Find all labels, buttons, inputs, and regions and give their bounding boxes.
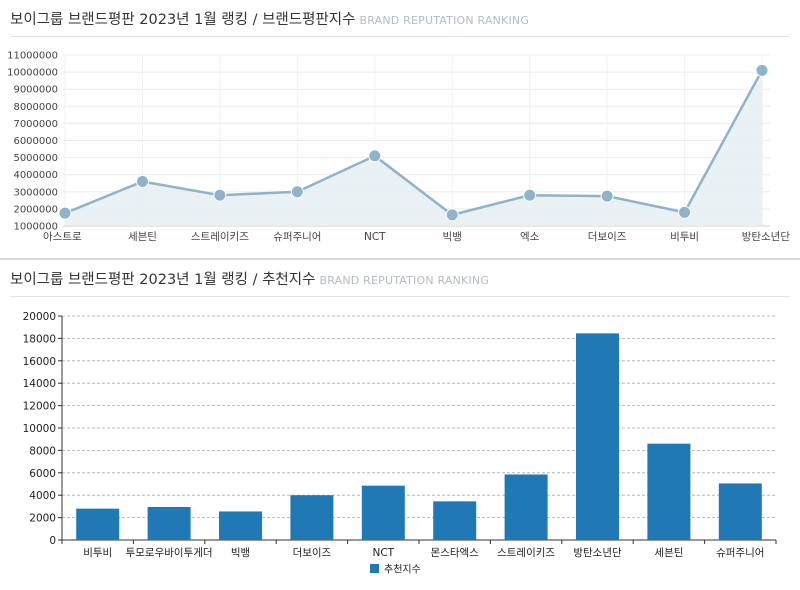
y-tick-label: 18000 xyxy=(23,333,56,345)
panel-subtitle: BRAND REPUTATION RANKING xyxy=(319,274,490,287)
y-tick-label: 3000000 xyxy=(13,187,58,198)
x-tick-label: 몬스타엑스 xyxy=(431,547,480,559)
y-tick-label: 8000000 xyxy=(13,102,58,113)
panel-subtitle: BRAND REPUTATION RANKING xyxy=(359,14,530,27)
x-tick-label: 슈퍼주니어 xyxy=(716,547,764,559)
x-tick-label: 더보이즈 xyxy=(293,547,332,559)
data-point xyxy=(523,188,537,202)
x-tick-label: 더보이즈 xyxy=(588,231,627,243)
bar xyxy=(718,483,762,540)
bar xyxy=(504,474,548,540)
bar xyxy=(361,485,405,540)
bar xyxy=(433,501,477,540)
y-tick-label: 12000 xyxy=(23,401,56,413)
y-tick-label: 10000000 xyxy=(7,68,58,79)
header-divider xyxy=(10,36,790,37)
panel-header: 보이그룹 브랜드평판 2023년 1월 랭킹 / 추천지수 BRAND REPUT… xyxy=(10,268,489,289)
y-tick-label: 2000000 xyxy=(13,204,58,215)
y-tick-label: 2000 xyxy=(29,513,56,525)
data-point xyxy=(755,63,769,77)
y-tick-label: 8000 xyxy=(29,445,56,457)
recommendation-index-panel: 보이그룹 브랜드평판 2023년 1월 랭킹 / 추천지수 BRAND REPUT… xyxy=(0,258,800,588)
y-tick-label: 4000 xyxy=(29,490,56,502)
bar xyxy=(647,443,691,540)
x-tick-label: 슈퍼주니어 xyxy=(273,231,321,243)
data-point xyxy=(58,206,72,220)
series-area xyxy=(65,70,762,226)
x-tick-label: 엑소 xyxy=(520,231,540,243)
bar xyxy=(219,511,262,540)
y-tick-label: 9000000 xyxy=(13,85,58,96)
header-divider xyxy=(10,296,790,297)
x-tick-label: 투모로우바이투게더 xyxy=(126,547,213,559)
x-tick-label: 빅뱅 xyxy=(231,547,250,559)
brand-index-line-chart: 1000000 2000000 3000000 4000000 5000000 60000… xyxy=(7,51,791,244)
legend-label: 추천지수 xyxy=(384,564,421,576)
y-tick-label: 6000 xyxy=(29,468,56,480)
x-tick-label: 방탄소년단 xyxy=(573,547,622,559)
panel-header: 보이그룹 브랜드평판 2023년 1월 랭킹 / 브랜드평판지수 BRAND RE… xyxy=(10,8,529,29)
x-tick-label: 비투비 xyxy=(670,231,699,243)
y-tick-label: 7000000 xyxy=(13,119,58,130)
x-tick-label: 스트레이키즈 xyxy=(191,231,249,243)
x-tick-label: 방탄소년단 xyxy=(742,231,791,243)
data-point xyxy=(600,189,614,203)
x-tick-label: 세븐틴 xyxy=(128,231,157,243)
y-tick-label: 5000000 xyxy=(13,153,58,164)
data-point xyxy=(213,188,227,202)
brand-index-panel: 보이그룹 브랜드평판 2023년 1월 랭킹 / 브랜드평판지수 BRAND RE… xyxy=(0,0,800,258)
bar xyxy=(147,506,191,540)
bar xyxy=(576,333,619,540)
x-tick-label: 스트레이키즈 xyxy=(497,547,555,559)
y-tick-label: 11000000 xyxy=(7,51,58,62)
bar xyxy=(290,495,334,540)
y-tick-label: 4000000 xyxy=(13,170,58,181)
series-line xyxy=(64,69,764,217)
recommendation-index-bar-chart: 0 2000 4000 6000 8000 10000 12000 14000 16000 180… xyxy=(23,311,777,576)
x-tick-label: NCT xyxy=(372,547,394,559)
bar xyxy=(76,508,120,540)
y-tick-label: 0 xyxy=(49,535,56,547)
y-tick-label: 16000 xyxy=(23,356,56,368)
data-point xyxy=(445,208,459,222)
y-tick-label: 1000000 xyxy=(13,222,58,233)
y-tick-label: 10000 xyxy=(23,423,56,435)
data-point xyxy=(135,175,149,189)
data-point xyxy=(678,205,692,219)
y-tick-label: 20000 xyxy=(23,311,56,323)
x-tick-label: 아스트로 xyxy=(43,231,82,243)
panel-title: 보이그룹 브랜드평판 2023년 1월 랭킹 / 브랜드평판지수 xyxy=(10,12,356,28)
data-point xyxy=(368,149,382,163)
y-tick-label: 6000000 xyxy=(13,136,58,147)
y-tick-label: 14000 xyxy=(23,378,56,390)
x-tick-label: 비투비 xyxy=(83,547,112,559)
x-tick-label: 세븐틴 xyxy=(654,547,683,559)
x-tick-label: NCT xyxy=(364,231,386,243)
panel-title: 보이그룹 브랜드평판 2023년 1월 랭킹 / 추천지수 xyxy=(10,272,316,288)
x-tick-label: 빅뱅 xyxy=(443,231,462,243)
legend-swatch xyxy=(370,564,379,573)
data-point xyxy=(290,185,304,199)
